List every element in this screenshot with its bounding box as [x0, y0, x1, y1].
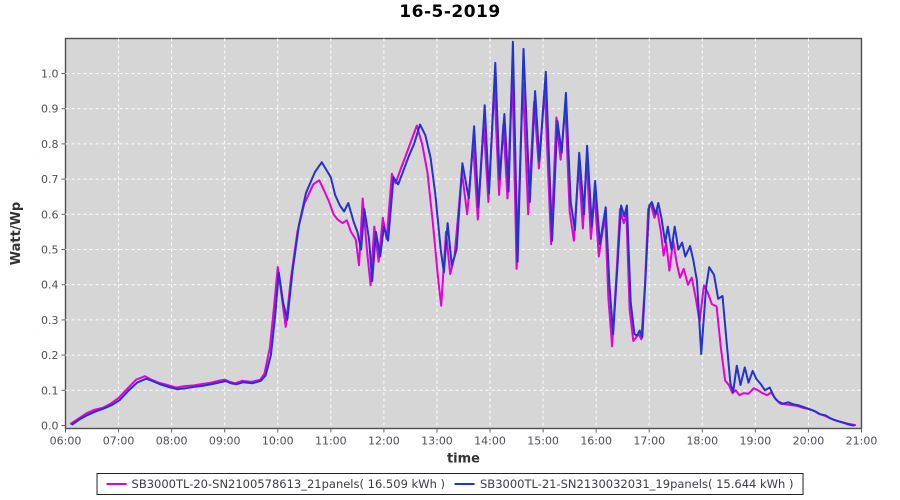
y-tick-label: 0.8 [41, 138, 59, 151]
x-tick-label: 09:00 [209, 435, 241, 448]
y-tick-label: 0.0 [41, 420, 59, 433]
y-tick-label: 0.7 [41, 173, 59, 186]
series-line-sb3000tl-21 [71, 40, 855, 427]
legend-line-swatch-magenta [106, 483, 127, 485]
y-tick-label: 0.2 [41, 349, 59, 362]
legend-box: SB3000TL-20-SN2100578613_21panels( 16.50… [96, 473, 804, 495]
x-tick-label: 15:00 [527, 435, 559, 448]
x-tick-label: 17:00 [633, 435, 665, 448]
chart-title: 16-5-2019 [399, 2, 501, 22]
legend-label: SB3000TL-21-SN2130032031_19panels( 15.64… [480, 477, 794, 491]
legend-item-sb3000tl-21: SB3000TL-21-SN2130032031_19panels( 15.64… [455, 477, 793, 491]
y-tick-label: 0.5 [41, 244, 59, 257]
x-tick-label: 18:00 [686, 435, 718, 448]
y-tick-label: 0.3 [41, 314, 59, 327]
x-tick-label: 13:00 [421, 435, 453, 448]
x-axis-label: time [447, 452, 480, 467]
x-tick-label: 19:00 [740, 435, 772, 448]
x-tick-label: 07:00 [103, 435, 135, 448]
x-tick-label: 10:00 [262, 435, 294, 448]
x-tick-label: 16:00 [580, 435, 612, 448]
chart-canvas: 06:00 07:00 08:00 09:00 10:00 11:00 12:00 13:00… [9, 37, 878, 467]
y-tick-label: 0.4 [41, 279, 59, 292]
legend-item-sb3000tl-20: SB3000TL-20-SN2100578613_21panels( 16.50… [106, 477, 445, 491]
x-tick-label: 12:00 [368, 435, 400, 448]
x-tick-label: 06:00 [50, 435, 82, 448]
y-tick-label: 0.1 [41, 384, 59, 397]
x-tick-label: 14:00 [474, 435, 506, 448]
x-tick-label: 08:00 [156, 435, 188, 448]
x-tick-label: 11:00 [315, 435, 347, 448]
y-tick-label: 0.9 [41, 103, 59, 116]
y-tick-label: 0.6 [41, 208, 59, 221]
x-tick-label: 21:00 [846, 435, 878, 448]
y-tick-label: 1.0 [41, 68, 59, 81]
plot-area [64, 37, 863, 430]
legend-line-swatch-blue [455, 483, 475, 485]
x-tick-label: 20:00 [793, 435, 825, 448]
y-axis-label: Watt/Wp [9, 202, 24, 265]
legend-label: SB3000TL-20-SN2100578613_21panels( 16.50… [131, 477, 445, 491]
